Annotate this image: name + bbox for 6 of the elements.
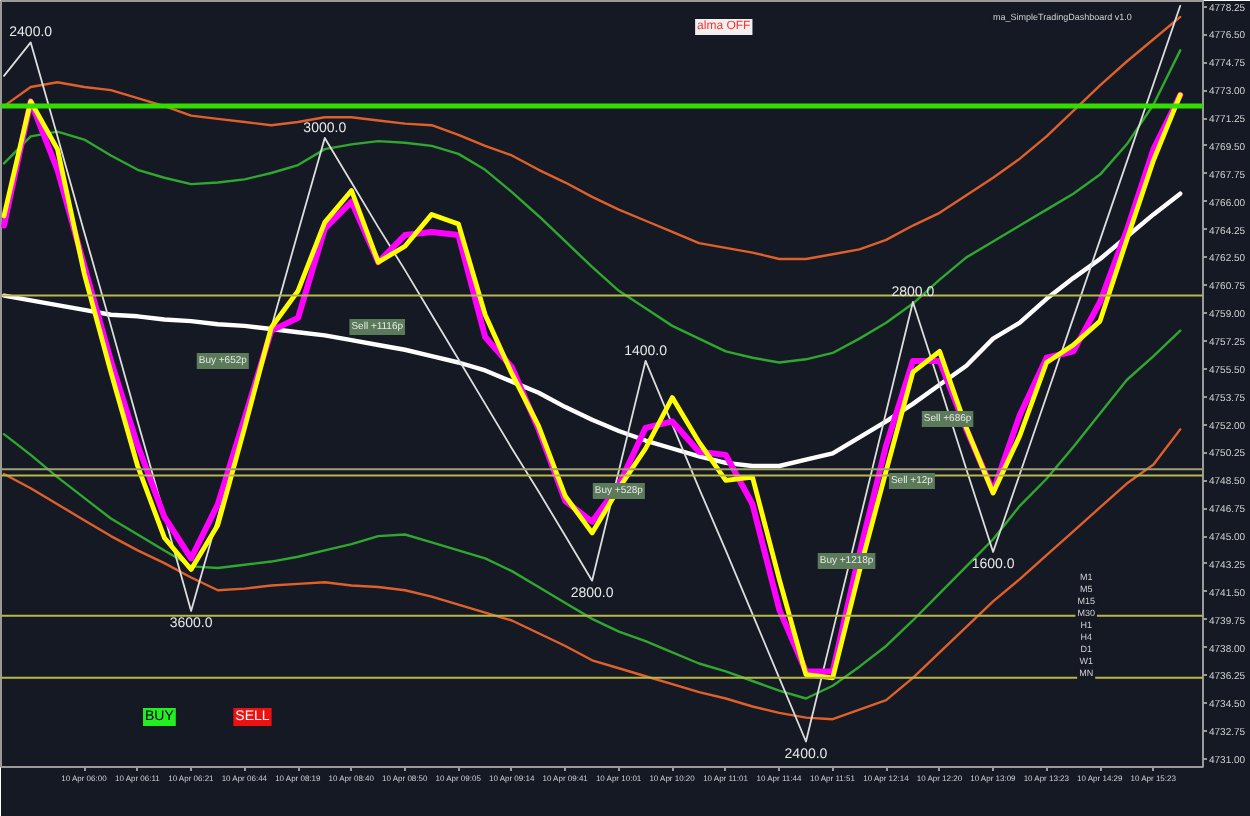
line-series <box>2 49 1182 364</box>
line-series <box>1 191 1183 469</box>
line-series <box>2 15 1182 261</box>
line-series <box>2 329 1182 700</box>
line-series <box>3 4 1182 743</box>
line-series <box>2 428 1182 721</box>
